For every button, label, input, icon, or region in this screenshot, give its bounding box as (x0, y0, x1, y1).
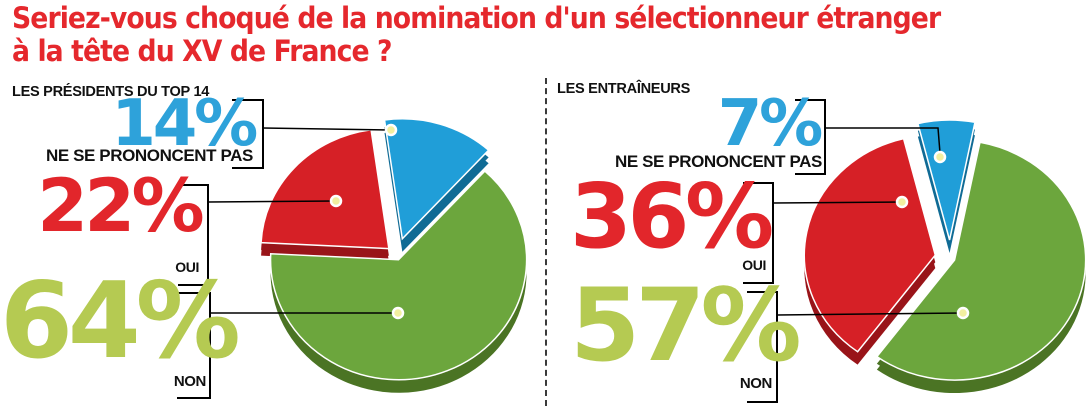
title-line-2: à la tête du XV de France ? (12, 34, 393, 68)
right-label-oui: OUI (742, 257, 766, 273)
left-label-oui: OUI (175, 259, 199, 275)
left-value-ne-se-prononcent-pas: 14% (111, 87, 258, 161)
right-value-ne-se-prononcent-pas: 7% (717, 87, 823, 161)
right-value-oui: 36% (570, 164, 774, 268)
page-title: Seriez-vous choqué de la nomination d'un… (12, 1, 941, 68)
right-label-ne-se-prononcent-pas: NE SE PRONONCENT PAS (614, 152, 822, 171)
right-value-non: 57% (570, 266, 802, 384)
right-label-non: NON (739, 375, 773, 392)
vertical-divider (545, 78, 547, 406)
right-chart-title: LES ENTRAÎNEURS (557, 80, 691, 97)
left-chart-title: LES PRÉSIDENTS DU TOP 14 (12, 83, 210, 100)
title-line-1: Seriez-vous choqué de la nomination d'un… (12, 1, 941, 35)
left-label-non: NON (173, 373, 207, 390)
left-value-non: 64% (0, 260, 241, 382)
left-value-oui: 22% (37, 164, 204, 249)
left-label-ne-se-prononcent-pas: NE SE PRONONCENT PAS (45, 146, 253, 165)
